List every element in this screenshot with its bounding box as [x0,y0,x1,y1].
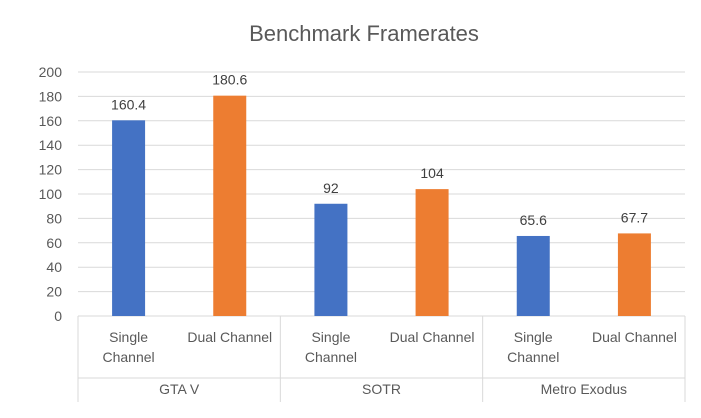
y-tick-label: 140 [39,137,63,153]
bar-1-1 [112,120,146,316]
group-label: Metro Exodus [541,381,627,397]
gridlines [78,71,685,317]
y-tick-label: 0 [54,308,62,324]
bar-3-1 [516,235,550,316]
data-labels: 160.4 180.6 92 104 65.6 67.7 [111,72,648,228]
category-label: Dual Channel [390,329,475,345]
group-label: GTA V [159,381,200,397]
bar-3-2 [617,233,651,316]
data-label: 104 [420,165,444,181]
y-tick-label: 180 [39,88,63,104]
data-label: 92 [323,180,339,196]
bar-2-1 [314,203,348,316]
data-label: 67.7 [621,209,648,225]
category-label: Single [514,329,553,345]
category-label: Dual Channel [592,329,677,345]
bar-2-2 [415,189,449,316]
y-tick-label: 60 [46,235,62,251]
y-tick-label: 120 [39,162,63,178]
category-label: Channel [103,349,155,365]
y-axis: 0 20 40 60 80 100 120 140 160 180 200 [39,64,63,324]
y-tick-label: 160 [39,113,63,129]
y-tick-label: 100 [39,186,63,202]
y-tick-label: 20 [46,284,62,300]
data-label: 65.6 [520,212,547,228]
bars [112,95,651,316]
x-axis: Single Channel Dual Channel GTA V Single Chan… [77,316,686,402]
category-label: Single [311,329,350,345]
data-label: 180.6 [212,72,247,88]
category-label: Channel [507,349,559,365]
category-label: Dual Channel [187,329,272,345]
group-label: SOTR [362,381,401,397]
y-tick-label: 80 [46,210,62,226]
chart-title: Benchmark Framerates [249,21,479,46]
data-label: 160.4 [111,96,146,112]
bar-1-2 [213,95,247,316]
category-label: Single [109,329,148,345]
category-label: Channel [305,349,357,365]
y-tick-label: 40 [46,259,62,275]
y-tick-label: 200 [39,64,63,80]
